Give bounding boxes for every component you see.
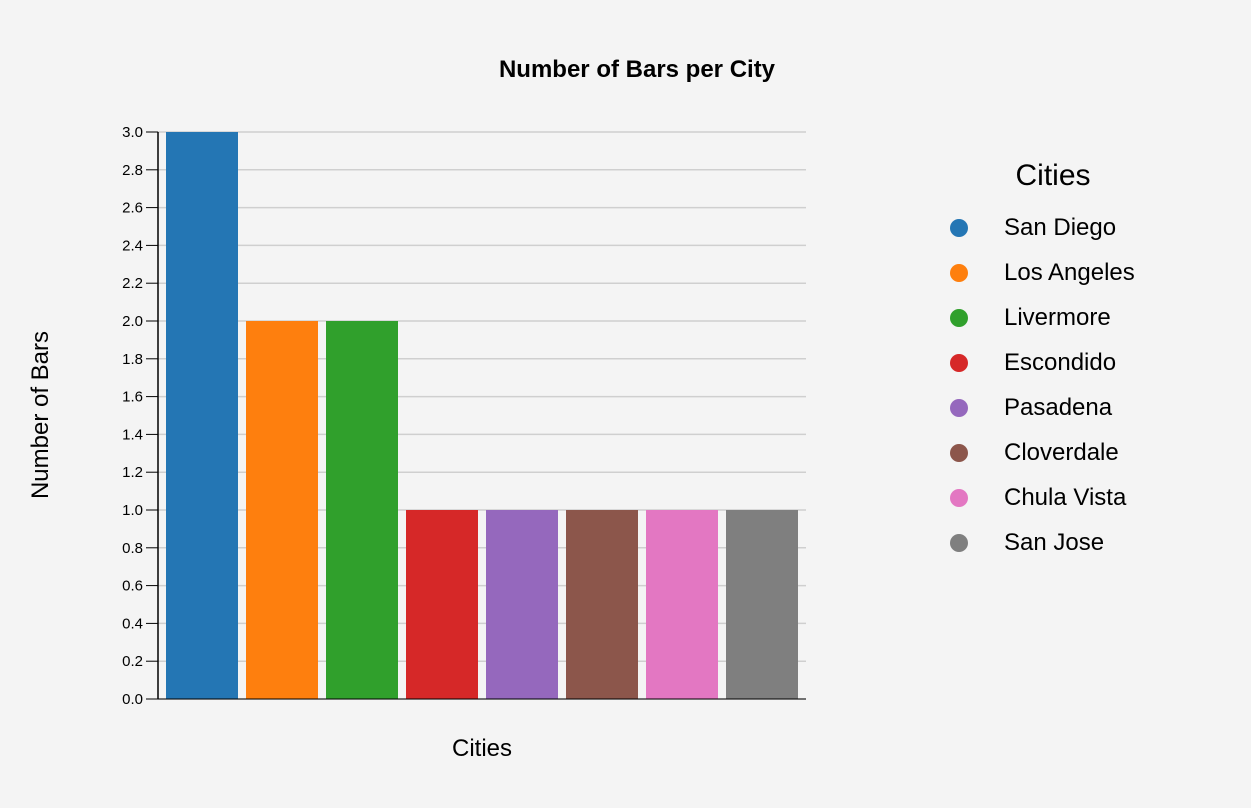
legend-swatch — [950, 309, 968, 327]
bar-pasadena — [486, 510, 558, 699]
legend-title: Cities — [1015, 159, 1090, 192]
legend-swatch — [950, 399, 968, 417]
y-tick-label: 2.0 — [122, 313, 143, 330]
legend-item-label: Pasadena — [1004, 394, 1113, 421]
y-tick-label: 1.2 — [122, 464, 143, 481]
bar-livermore — [326, 321, 398, 699]
legend-swatch — [950, 444, 968, 462]
y-tick-label: 2.8 — [122, 162, 143, 179]
legend-swatch — [950, 354, 968, 372]
legend-item-label: Los Angeles — [1004, 259, 1135, 286]
y-tick-label: 1.8 — [122, 351, 143, 368]
y-axis: 0.0 0.2 0.4 0.6 0.8 1.0 1.2 1.4 1.6 1.8 2.0 2.2 2.4 2… — [122, 124, 159, 708]
legend-item-label: Chula Vista — [1004, 484, 1127, 511]
y-tick-label: 0.8 — [122, 540, 143, 557]
legend-item-label: San Diego — [1004, 214, 1116, 241]
x-axis-label: Cities — [452, 735, 512, 762]
legend: Cities San Diego Los Angeles Livermore Esco… — [950, 159, 1135, 556]
bar-cloverdale — [566, 510, 638, 699]
bar-los-angeles — [246, 321, 318, 699]
bar-san-jose — [726, 510, 798, 699]
y-tick-label: 2.4 — [122, 237, 143, 254]
y-tick-label: 1.4 — [122, 426, 143, 443]
y-tick-label: 1.6 — [122, 389, 143, 406]
y-tick-label: 0.4 — [122, 615, 143, 632]
legend-swatch — [950, 219, 968, 237]
y-axis-label: Number of Bars — [27, 331, 54, 499]
bars-group — [166, 132, 798, 699]
y-tick-label: 0.6 — [122, 578, 143, 595]
bar-san-diego — [166, 132, 238, 699]
bar-chula-vista — [646, 510, 718, 699]
y-tick-label: 1.0 — [122, 502, 143, 519]
legend-swatch — [950, 264, 968, 282]
bar-escondido — [406, 510, 478, 699]
legend-swatch — [950, 534, 968, 552]
legend-item-label: Cloverdale — [1004, 439, 1119, 466]
y-tick-label: 0.0 — [122, 691, 143, 708]
legend-swatch — [950, 489, 968, 507]
y-tick-label: 2.2 — [122, 275, 143, 292]
y-tick-label: 2.6 — [122, 200, 143, 217]
legend-item-label: Livermore — [1004, 304, 1111, 331]
legend-item-label: Escondido — [1004, 349, 1116, 376]
y-tick-label: 3.0 — [122, 124, 143, 141]
legend-item-label: San Jose — [1004, 529, 1104, 556]
chart-title: Number of Bars per City — [499, 56, 776, 83]
y-tick-label: 0.2 — [122, 653, 143, 670]
